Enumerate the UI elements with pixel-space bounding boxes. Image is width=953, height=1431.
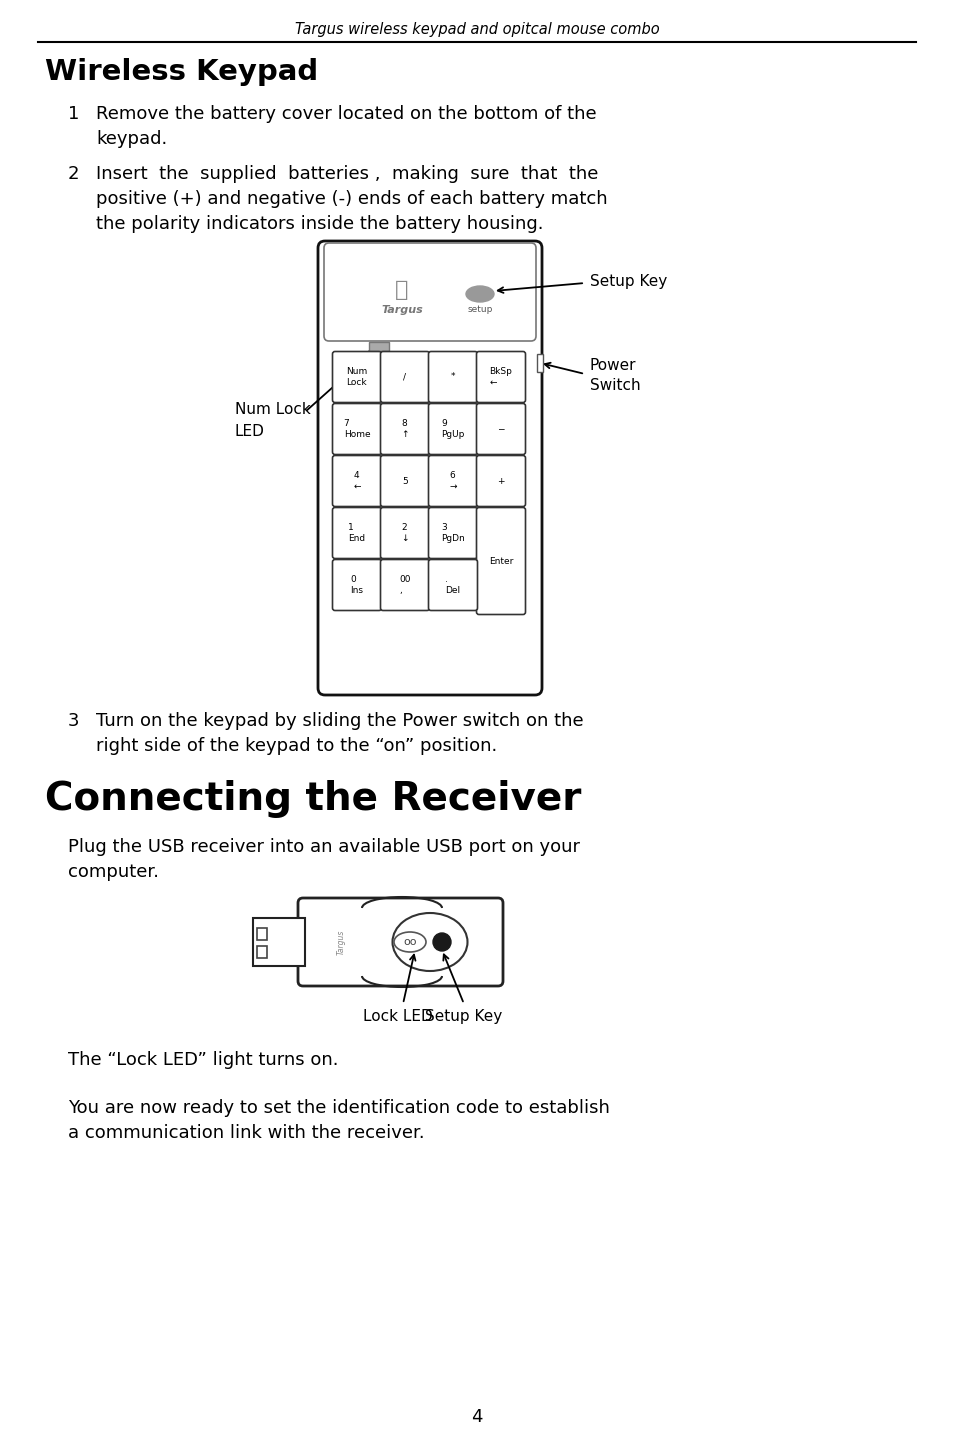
FancyBboxPatch shape xyxy=(333,455,381,507)
Text: 9
PgUp: 9 PgUp xyxy=(441,419,464,439)
Text: 3: 3 xyxy=(68,713,79,730)
Bar xyxy=(253,919,305,966)
Ellipse shape xyxy=(394,932,426,952)
FancyBboxPatch shape xyxy=(476,352,525,402)
Text: 1: 1 xyxy=(68,104,79,123)
Text: Num Lock: Num Lock xyxy=(234,402,311,416)
FancyBboxPatch shape xyxy=(333,352,381,402)
Text: .
Del: . Del xyxy=(445,575,460,595)
Text: 4
←: 4 ← xyxy=(353,471,360,491)
Text: The “Lock LED” light turns on.: The “Lock LED” light turns on. xyxy=(68,1050,338,1069)
Text: 1
End: 1 End xyxy=(348,524,365,542)
FancyBboxPatch shape xyxy=(428,404,477,455)
Text: a communication link with the receiver.: a communication link with the receiver. xyxy=(68,1123,424,1142)
Ellipse shape xyxy=(392,913,467,972)
Text: 2
↓: 2 ↓ xyxy=(401,524,408,542)
Text: 7
Home: 7 Home xyxy=(343,419,370,439)
Bar xyxy=(256,946,267,957)
Text: You are now ready to set the identification code to establish: You are now ready to set the identificat… xyxy=(68,1099,609,1118)
Bar xyxy=(369,342,389,351)
FancyBboxPatch shape xyxy=(333,560,381,611)
Text: Ⓣ: Ⓣ xyxy=(395,280,408,301)
Text: 4: 4 xyxy=(471,1408,482,1427)
Text: 6
→: 6 → xyxy=(449,471,456,491)
Text: *: * xyxy=(450,372,455,382)
Text: LED: LED xyxy=(234,424,265,439)
Text: Enter: Enter xyxy=(488,557,513,565)
Text: 3
PgDn: 3 PgDn xyxy=(440,524,464,542)
Text: the polarity indicators inside the battery housing.: the polarity indicators inside the batte… xyxy=(96,215,543,233)
Text: /: / xyxy=(403,372,406,382)
FancyBboxPatch shape xyxy=(333,404,381,455)
Text: Plug the USB receiver into an available USB port on your: Plug the USB receiver into an available … xyxy=(68,839,579,856)
Text: Num
Lock: Num Lock xyxy=(346,368,367,386)
Text: keypad.: keypad. xyxy=(96,130,167,147)
FancyBboxPatch shape xyxy=(428,560,477,611)
Text: 8
↑: 8 ↑ xyxy=(401,419,408,439)
Bar xyxy=(256,927,267,940)
Text: positive (+) and negative (-) ends of each battery match: positive (+) and negative (-) ends of ea… xyxy=(96,190,607,207)
Text: computer.: computer. xyxy=(68,863,159,881)
Text: Insert  the  supplied  batteries ,  making  sure  that  the: Insert the supplied batteries , making s… xyxy=(96,165,598,183)
Text: Power: Power xyxy=(589,358,636,373)
Text: Remove the battery cover located on the bottom of the: Remove the battery cover located on the … xyxy=(96,104,596,123)
Text: Targus: Targus xyxy=(381,305,422,315)
Text: Setup Key: Setup Key xyxy=(589,273,666,289)
Text: Switch: Switch xyxy=(589,378,640,394)
Text: oo: oo xyxy=(403,937,416,947)
FancyBboxPatch shape xyxy=(428,508,477,558)
Text: 2: 2 xyxy=(68,165,79,183)
FancyBboxPatch shape xyxy=(380,404,429,455)
Text: Wireless Keypad: Wireless Keypad xyxy=(45,59,318,86)
Text: Lock LED: Lock LED xyxy=(363,1009,433,1025)
FancyBboxPatch shape xyxy=(380,352,429,402)
FancyBboxPatch shape xyxy=(380,508,429,558)
Text: setup: setup xyxy=(467,305,492,315)
FancyBboxPatch shape xyxy=(476,455,525,507)
FancyBboxPatch shape xyxy=(333,508,381,558)
Text: BkSp
←: BkSp ← xyxy=(489,368,512,386)
FancyBboxPatch shape xyxy=(428,455,477,507)
Text: right side of the keypad to the “on” position.: right side of the keypad to the “on” pos… xyxy=(96,737,497,756)
Ellipse shape xyxy=(465,286,494,302)
Circle shape xyxy=(433,933,451,952)
Text: Turn on the keypad by sliding the Power switch on the: Turn on the keypad by sliding the Power … xyxy=(96,713,583,730)
Text: −: − xyxy=(497,425,504,434)
Text: Connecting the Receiver: Connecting the Receiver xyxy=(45,780,580,819)
FancyBboxPatch shape xyxy=(428,352,477,402)
Text: Setup Key: Setup Key xyxy=(425,1009,502,1025)
Text: Targus: Targus xyxy=(336,929,345,954)
FancyBboxPatch shape xyxy=(317,240,541,695)
FancyBboxPatch shape xyxy=(476,508,525,614)
FancyBboxPatch shape xyxy=(324,243,536,341)
FancyBboxPatch shape xyxy=(380,560,429,611)
Text: 0
Ins: 0 Ins xyxy=(350,575,363,595)
Text: +: + xyxy=(497,477,504,485)
FancyBboxPatch shape xyxy=(380,455,429,507)
Text: 00
,: 00 , xyxy=(399,575,411,595)
Text: 5: 5 xyxy=(402,477,408,485)
Bar xyxy=(537,353,542,372)
FancyBboxPatch shape xyxy=(297,899,502,986)
Text: Targus wireless keypad and opitcal mouse combo: Targus wireless keypad and opitcal mouse… xyxy=(294,21,659,37)
FancyBboxPatch shape xyxy=(476,404,525,455)
